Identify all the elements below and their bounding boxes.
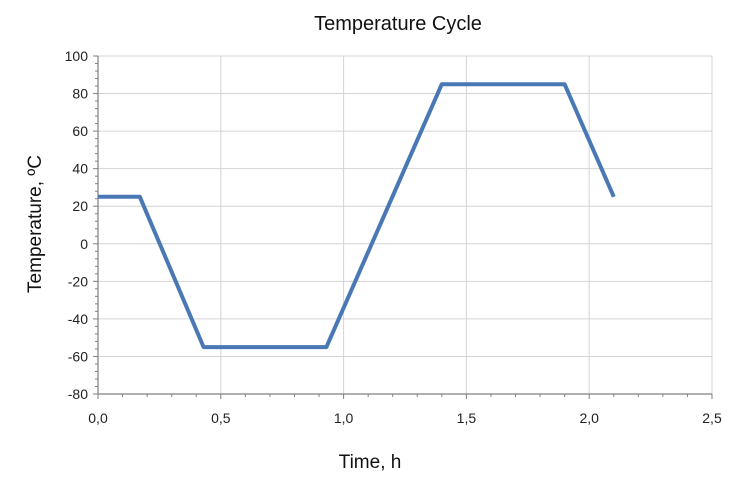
y-axis-ticks: 100 80 60 40 20 0 -20 -40 -60 -80 bbox=[65, 48, 98, 402]
x-tick-label: 1,5 bbox=[457, 410, 477, 426]
y-tick-label: 0 bbox=[80, 236, 88, 252]
axes bbox=[97, 56, 712, 395]
series bbox=[98, 82, 616, 350]
x-tick-label: 0,5 bbox=[211, 410, 231, 426]
y-tick-label: 80 bbox=[72, 86, 88, 102]
y-tick-label: -60 bbox=[68, 348, 88, 364]
y-tick-label: 100 bbox=[65, 48, 89, 64]
gridlines bbox=[98, 55, 713, 394]
x-tick-label: 0,0 bbox=[88, 410, 108, 426]
y-axis-title: Temperature, ºC bbox=[25, 155, 46, 293]
temperature-series-line bbox=[98, 82, 616, 350]
y-tick-label: 40 bbox=[72, 161, 88, 177]
y-tick-label: -20 bbox=[68, 273, 88, 289]
y-tick-label: -40 bbox=[68, 311, 88, 327]
x-axis-ticks: 0,0 0,5 1,0 1,5 2,0 2,5 bbox=[88, 394, 722, 426]
y-tick-label: 60 bbox=[72, 123, 88, 139]
chart-title: Temperature Cycle bbox=[314, 13, 482, 35]
x-tick-label: 2,5 bbox=[702, 410, 722, 426]
x-tick-label: 2,0 bbox=[579, 410, 599, 426]
x-tick-label: 1,0 bbox=[334, 410, 354, 426]
y-tick-label: -80 bbox=[68, 386, 88, 402]
y-tick-label: 20 bbox=[72, 198, 88, 214]
x-axis-title: Time, h bbox=[339, 452, 402, 473]
